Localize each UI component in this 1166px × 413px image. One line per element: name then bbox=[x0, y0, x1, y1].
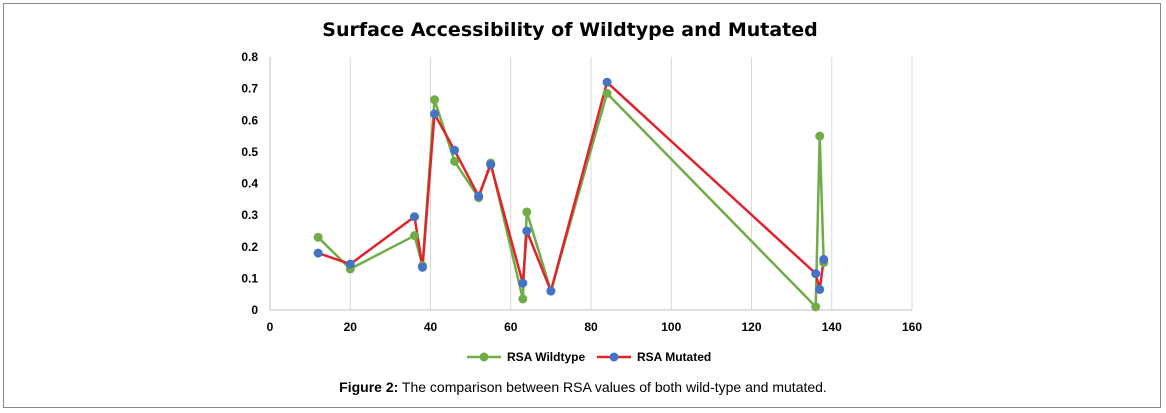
legend-label: RSA Wildtype bbox=[507, 350, 585, 364]
data-point-mutated bbox=[819, 254, 829, 264]
data-point-mutated bbox=[450, 145, 460, 155]
legend-marker bbox=[609, 352, 619, 362]
data-point-wildtype bbox=[811, 302, 821, 312]
data-point-wildtype bbox=[450, 156, 460, 166]
data-point-wildtype bbox=[602, 88, 612, 98]
grid bbox=[349, 57, 913, 310]
legend: RSA Wildtype RSA Mutated bbox=[467, 350, 711, 364]
y-tick-label: 0.5 bbox=[241, 145, 258, 159]
y-tick-label: 0.6 bbox=[241, 113, 258, 127]
data-point-mutated bbox=[345, 259, 355, 269]
x-tick-label: 160 bbox=[902, 320, 922, 334]
figure-caption: Figure 2: The comparison between RSA val… bbox=[0, 379, 1166, 395]
y-tick-label: 0.7 bbox=[241, 82, 258, 96]
data-point-wildtype bbox=[522, 207, 532, 217]
data-point-wildtype bbox=[518, 294, 528, 304]
y-tick-label: 0 bbox=[251, 303, 258, 317]
series-line-wildtype bbox=[317, 92, 825, 309]
x-tick-label: 60 bbox=[504, 320, 518, 334]
data-point-mutated bbox=[313, 248, 323, 258]
x-tick-label: 140 bbox=[822, 320, 842, 334]
data-point-mutated bbox=[474, 191, 484, 201]
data-point-mutated bbox=[430, 109, 440, 119]
data-point-mutated bbox=[815, 284, 825, 294]
x-tick-label: 20 bbox=[344, 320, 358, 334]
x-tick-label: 100 bbox=[661, 320, 681, 334]
data-point-mutated bbox=[546, 286, 556, 296]
y-tick-label: 0.1 bbox=[241, 271, 258, 285]
data-point-wildtype bbox=[409, 231, 419, 241]
x-tick-label: 40 bbox=[424, 320, 438, 334]
axes: 0 20 40 60 80 100 120 140 160 0 0.1 0.2 0.3 0.4 0.5 0.6… bbox=[241, 50, 922, 334]
data-point-mutated bbox=[602, 77, 612, 87]
data-point-mutated bbox=[409, 212, 419, 222]
legend-marker bbox=[479, 352, 489, 362]
x-tick-label: 120 bbox=[741, 320, 761, 334]
caption-text: The comparison between RSA values of bot… bbox=[398, 379, 827, 395]
y-tick-label: 0.4 bbox=[241, 177, 258, 191]
data-point-wildtype bbox=[815, 131, 825, 141]
series-line-mutated bbox=[317, 81, 825, 293]
y-tick-label: 0.2 bbox=[241, 240, 258, 254]
figure-frame bbox=[3, 3, 1161, 408]
y-tick-label: 0.3 bbox=[241, 208, 258, 222]
data-point-mutated bbox=[486, 160, 496, 170]
legend-label: RSA Mutated bbox=[637, 350, 711, 364]
x-tick-label: 0 bbox=[267, 320, 274, 334]
y-tick-label: 0.8 bbox=[241, 50, 258, 64]
data-point-mutated bbox=[522, 226, 532, 236]
data-point-mutated bbox=[811, 269, 821, 279]
series-layer bbox=[313, 77, 829, 312]
caption-label: Figure 2: bbox=[339, 379, 399, 395]
chart-title: Surface Accessibility of Wildtype and Mu… bbox=[322, 19, 817, 41]
data-point-wildtype bbox=[313, 232, 323, 242]
data-point-wildtype bbox=[430, 95, 440, 105]
data-point-mutated bbox=[518, 278, 528, 288]
data-point-mutated bbox=[417, 262, 427, 272]
x-tick-label: 80 bbox=[584, 320, 598, 334]
